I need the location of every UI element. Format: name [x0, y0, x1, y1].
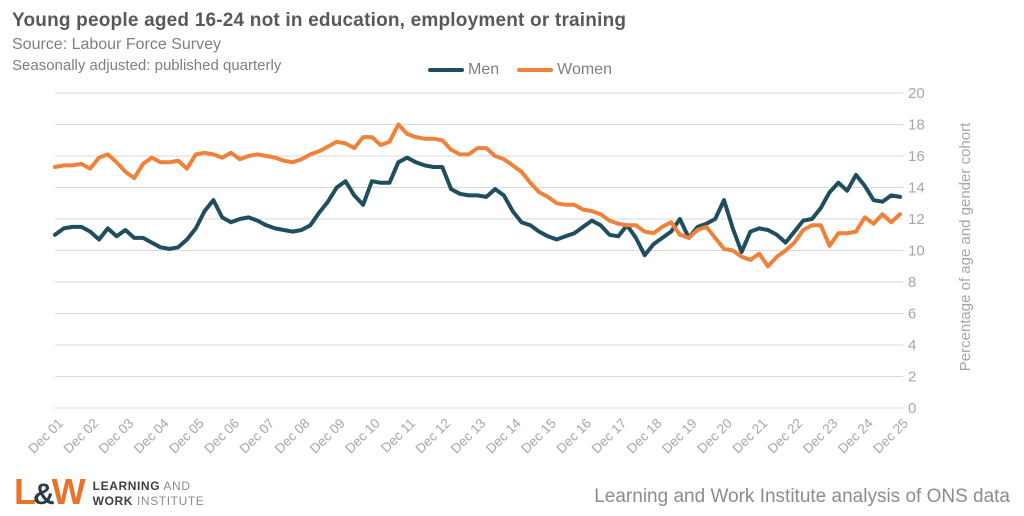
- x-axis-tick-label: Dec 05: [166, 416, 207, 457]
- x-axis-tick-label: Dec 04: [131, 415, 172, 456]
- legend-label-women: Women: [557, 61, 612, 78]
- x-axis-tick-label: Dec 24: [835, 415, 876, 456]
- y-axis-tick-label: 14: [908, 180, 925, 197]
- legend-label-men: Men: [468, 61, 500, 78]
- y-axis-title: Percentage of age and gender cohort: [957, 122, 974, 371]
- y-axis-tick-label: 0: [908, 400, 916, 417]
- x-axis-tick-label: Dec 11: [378, 416, 418, 456]
- y-axis-tick-label: 8: [908, 274, 916, 291]
- lw-logo-text: LEARNING AND WORK INSTITUTE: [92, 478, 205, 508]
- x-axis-tick-label: Dec 25: [870, 416, 911, 457]
- chart-note: Seasonally adjusted: published quarterly: [12, 57, 282, 74]
- x-axis-tick-label: Dec 06: [201, 416, 242, 457]
- x-axis-tick-label: Dec 12: [413, 416, 454, 457]
- men-line-swatch: [428, 68, 464, 72]
- chart-header: Young people aged 16-24 not in education…: [12, 10, 626, 74]
- x-axis-tick-label: Dec 09: [307, 416, 348, 457]
- x-axis-tick-label: Dec 22: [765, 416, 806, 457]
- legend-item-women: Women: [517, 61, 612, 79]
- chart-source: Source: Labour Force Survey: [12, 36, 221, 53]
- lw-institute-logo: L&W LEARNING AND WORK INSTITUTE: [14, 474, 204, 513]
- series-line-women: [53, 122, 902, 269]
- legend-item-men: Men: [428, 61, 499, 79]
- y-axis-tick-label: 20: [908, 85, 925, 102]
- women-line-swatch: [517, 68, 554, 72]
- x-axis-tick-label: Dec 23: [800, 416, 841, 457]
- y-axis-tick-label: 16: [908, 148, 925, 165]
- x-axis-tick-label: Dec 02: [60, 416, 101, 457]
- x-axis-tick-label: Dec 03: [96, 416, 137, 457]
- x-axis-tick-label: Dec 15: [518, 416, 559, 457]
- x-axis-tick-label: Dec 21: [729, 416, 770, 457]
- x-axis-tick-label: Dec 19: [659, 416, 700, 457]
- chart-title: Young people aged 16-24 not in education…: [12, 10, 627, 31]
- x-axis-tick-label: Dec 07: [237, 416, 278, 457]
- x-axis-tick-label: Dec 14: [483, 415, 524, 456]
- x-axis-tick-label: Dec 08: [272, 416, 313, 457]
- x-axis-tick-label: Dec 10: [342, 416, 383, 457]
- x-axis-tick-label: Dec 16: [553, 416, 594, 457]
- y-axis-tick-label: 18: [908, 117, 925, 134]
- y-axis-tick-label: 6: [908, 306, 916, 323]
- y-axis-tick-label: 4: [908, 337, 916, 354]
- chart-legend: Men Women: [428, 61, 612, 79]
- x-axis-tick-label: Dec 17: [589, 416, 630, 457]
- y-axis-tick-label: 2: [908, 369, 916, 386]
- x-axis-tick-label: Dec 01: [25, 416, 66, 457]
- y-axis-tick-label: 10: [908, 243, 925, 260]
- y-axis-tick-label: 12: [908, 211, 925, 228]
- lw-logo-mark: L&W: [14, 471, 86, 512]
- attribution-text: Learning and Work Institute analysis of …: [594, 486, 1010, 507]
- x-axis-tick-label: Dec 20: [694, 416, 735, 457]
- x-axis-tick-label: Dec 18: [624, 416, 665, 457]
- x-axis-tick-label: Dec 13: [448, 416, 489, 457]
- series-line-men: [53, 155, 902, 258]
